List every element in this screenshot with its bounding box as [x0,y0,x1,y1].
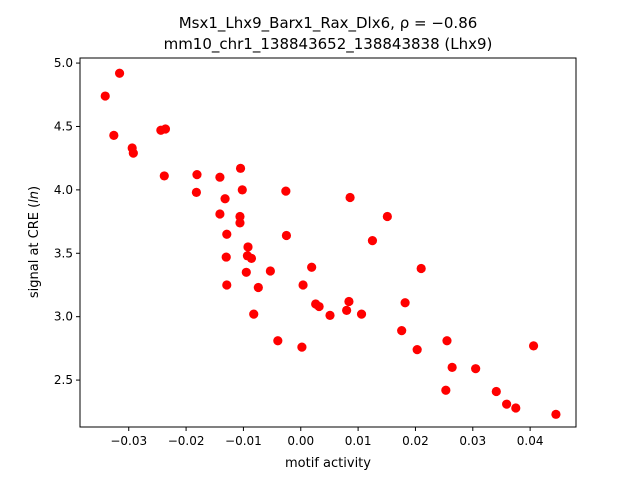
x-tick-label: 0.03 [459,434,486,448]
data-point-36 [345,192,355,203]
data-point-42 [400,298,410,308]
data-point-15 [235,211,245,222]
data-point-41 [382,211,392,222]
y-tick-label: 2.5 [54,373,73,387]
data-point-45 [412,345,422,355]
data-point-14 [237,185,247,195]
data-point-11 [220,194,230,204]
data-point-30 [297,342,307,352]
data-point-25 [249,309,259,319]
data-point-53 [528,341,539,351]
data-point-48 [441,385,451,395]
x-tick-label: 0.04 [517,434,544,448]
data-point-51 [502,399,512,409]
data-point-18 [243,242,253,252]
data-point-38 [342,305,352,315]
data-point-34 [314,301,324,312]
x-tick-label: 0.02 [402,434,429,448]
y-axis-ticks: 2.5 3.0 3.5 4.0 4.5 5.0 [54,56,80,387]
y-axis-label-end: ) [27,186,42,191]
y-tick-label: 5.0 [54,56,73,70]
data-point-17 [222,229,232,239]
data-point-29 [273,336,283,346]
data-point-47 [447,362,457,372]
data-point-22 [241,267,251,277]
y-tick-label: 3.5 [54,246,73,260]
data-point-7 [159,171,169,181]
y-axis-label-text: signal at CRE ( [27,203,42,298]
data-point-10 [215,172,225,182]
data-point-43 [397,326,407,336]
data-point-13 [235,163,246,173]
data-point-44 [416,263,426,274]
x-axis-label: motif activity [285,456,371,471]
x-tick-label: 0.01 [345,434,372,448]
data-point-9 [191,187,201,198]
chart-title-text: Msx1_Lhx9_Barx1_Rax_Dlx6, [179,14,400,33]
y-tick-label: 4.5 [54,119,73,133]
data-point-54 [551,409,561,419]
data-point-27 [281,230,292,241]
chart-title-line2: mm10_chr1_138843652_138843838 (Lhx9) [164,35,493,54]
x-tick-label: −0.03 [110,434,147,448]
y-axis-label: signal at CRE (ln) [27,186,42,298]
data-point-46 [442,336,452,346]
data-point-2 [109,130,119,140]
data-point-20 [246,253,257,263]
x-tick-label: −0.02 [168,434,205,448]
data-point-50 [491,386,501,397]
data-point-28 [265,266,275,276]
data-point-4 [128,148,138,158]
chart-title-line1: Msx1_Lhx9_Barx1_Rax_Dlx6, ρ = −0.86 [179,14,478,33]
data-point-39 [356,309,367,319]
data-point-35 [325,310,335,321]
data-point-1 [114,68,125,78]
y-axis-label-italic: ln [27,191,42,203]
data-point-37 [344,296,354,307]
points-layer [100,68,561,419]
data-point-40 [367,236,378,246]
data-point-52 [511,403,521,413]
data-point-16 [235,218,245,228]
data-point-0 [100,91,110,101]
data-point-23 [222,280,232,290]
data-point-26 [281,186,291,196]
data-point-31 [298,280,308,290]
data-point-24 [253,282,263,293]
data-point-21 [221,252,231,262]
x-axis-ticks: −0.03 −0.02 −0.01 0.00 0.01 0.02 0.03 0.04 [110,427,543,448]
plot-frame [79,57,577,428]
data-point-6 [160,124,171,134]
data-point-32 [307,262,317,272]
x-tick-label: −0.01 [225,434,262,448]
data-point-12 [215,209,225,219]
x-tick-label: 0.00 [287,434,314,448]
chart-title-rho: ρ = −0.86 [400,14,478,32]
data-point-49 [471,364,481,374]
data-point-8 [192,170,202,180]
y-tick-label: 4.0 [54,183,73,197]
y-tick-label: 3.0 [54,310,73,324]
